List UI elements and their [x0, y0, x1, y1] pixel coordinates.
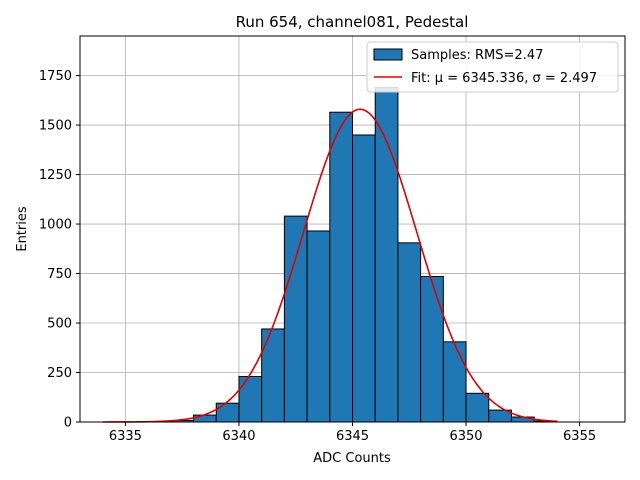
- x-tick-label: 6355: [563, 429, 596, 444]
- x-tick-label: 6345: [336, 429, 369, 444]
- y-tick-label: 1250: [39, 168, 72, 183]
- legend: Samples: RMS=2.47 Fit: μ = 6345.336, σ =…: [366, 41, 619, 93]
- histogram-bar: [261, 328, 285, 423]
- histogram-bar: [352, 134, 376, 423]
- y-tick-label: 750: [47, 267, 72, 282]
- histogram-bar: [193, 414, 217, 423]
- histogram-bar: [329, 111, 353, 423]
- legend-box: [366, 41, 619, 93]
- x-axis-label: ADC Counts: [313, 451, 391, 466]
- histogram-bar: [374, 86, 399, 423]
- histogram-bar: [283, 215, 308, 423]
- histogram-bar: [442, 341, 467, 423]
- histogram-bar: [238, 375, 263, 423]
- histogram-bar: [215, 402, 240, 423]
- x-axis-ticks: 6335 6340 6345 6350 6355: [109, 422, 596, 444]
- y-axis-label: Entries: [15, 206, 30, 252]
- y-tick-label: 0: [64, 416, 72, 431]
- x-tick-label: 6340: [222, 429, 255, 444]
- x-tick-label: 6350: [449, 429, 482, 444]
- fit-curve-layer: [102, 108, 557, 423]
- histogram-bars: [170, 86, 558, 423]
- x-tick-label: 6335: [109, 429, 142, 444]
- legend-swatch-bars: [373, 48, 403, 61]
- y-tick-label: 500: [47, 317, 72, 332]
- y-axis-ticks: 0 250 500 750 1000 1250 1500 1750: [39, 69, 80, 431]
- y-tick-label: 1500: [39, 119, 72, 134]
- y-tick-label: 1750: [39, 69, 72, 84]
- histogram-bar: [306, 230, 331, 423]
- histogram-bar: [510, 416, 535, 423]
- histogram-bar: [397, 242, 422, 423]
- chart-title: Run 654, channel081, Pedestal: [236, 13, 469, 31]
- histogram-bar: [465, 392, 490, 423]
- legend-label-samples: Samples: RMS=2.47: [411, 48, 543, 63]
- gaussian-fit-line: [102, 108, 557, 423]
- legend-label-fit: Fit: μ = 6345.336, σ = 2.497: [411, 71, 597, 86]
- y-tick-label: 1000: [39, 218, 72, 233]
- y-tick-label: 250: [47, 366, 72, 381]
- histogram-bar: [420, 276, 444, 423]
